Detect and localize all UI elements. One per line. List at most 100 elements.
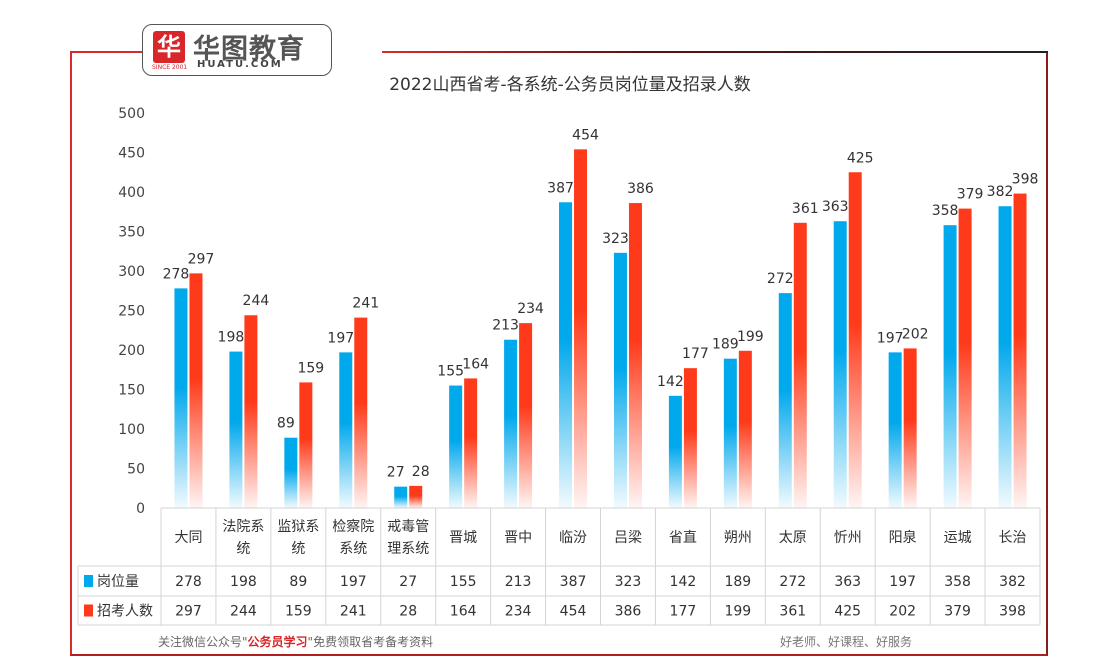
legend-label-0: 岗位量 <box>97 574 139 590</box>
table-value: 164 <box>450 604 477 620</box>
bar-applicants <box>189 273 203 508</box>
x-category-label: 检察院系统 <box>332 518 374 557</box>
bar-positions <box>668 395 682 508</box>
data-label: 386 <box>627 181 654 197</box>
table-value: 363 <box>834 574 861 590</box>
data-label: 164 <box>462 356 489 372</box>
table-value: 241 <box>340 604 367 620</box>
x-category-label: 长治 <box>999 530 1027 546</box>
data-label: 142 <box>657 374 684 390</box>
data-label: 382 <box>987 184 1014 200</box>
bar-applicants <box>519 323 533 508</box>
y-tick-label: 200 <box>118 343 145 359</box>
y-tick-label: 400 <box>118 185 145 201</box>
data-label: 241 <box>352 296 379 312</box>
bar-applicants <box>409 485 423 508</box>
table-value: 278 <box>175 574 202 590</box>
bar-applicants <box>574 149 588 508</box>
data-label: 89 <box>277 416 295 432</box>
x-category-label: 运城 <box>944 530 972 546</box>
table-value: 361 <box>779 604 806 620</box>
x-category-label: 晋城 <box>449 530 477 546</box>
table-value: 27 <box>399 574 417 590</box>
bar-applicants <box>354 317 368 508</box>
data-label: 27 <box>387 465 405 481</box>
legend-swatch-1 <box>84 604 93 617</box>
data-label: 197 <box>877 330 904 346</box>
logo-since: SINCE 2001 <box>152 64 188 71</box>
bar-positions <box>613 252 627 508</box>
y-tick-label: 450 <box>118 146 145 162</box>
x-category-label: 临汾 <box>559 530 587 546</box>
x-category-label: 戒毒管理系统 <box>387 519 429 557</box>
footer-promo-suffix: "免费领取省考备考资料 <box>307 635 434 649</box>
table-value: 297 <box>175 604 202 620</box>
data-label: 189 <box>712 337 739 353</box>
data-label: 28 <box>412 464 430 480</box>
y-tick-label: 300 <box>118 264 145 280</box>
table-value: 198 <box>230 574 257 590</box>
table-value: 323 <box>615 574 642 590</box>
data-label: 177 <box>682 346 709 362</box>
x-category-label: 大同 <box>174 530 202 546</box>
table-value: 379 <box>944 604 971 620</box>
data-label: 398 <box>1012 172 1039 188</box>
bar-applicants <box>464 378 478 508</box>
y-tick-label: 100 <box>118 422 145 438</box>
footer-promo-account: 公务员学习 <box>247 635 308 649</box>
bar-positions <box>833 221 847 509</box>
bar-positions <box>504 339 518 508</box>
bar-positions <box>723 358 737 508</box>
bar-applicants <box>958 208 972 508</box>
table-value: 159 <box>285 604 312 620</box>
y-tick-label: 50 <box>127 462 145 478</box>
table-value: 197 <box>340 574 367 590</box>
x-category-label: 阳泉 <box>889 529 917 546</box>
data-label: 387 <box>547 180 574 196</box>
table-value: 199 <box>724 604 751 620</box>
x-category-label: 忻州 <box>834 530 862 546</box>
bar-applicants <box>299 382 313 508</box>
chart-frame <box>70 52 1048 656</box>
table-value: 398 <box>999 604 1026 620</box>
table-value: 387 <box>560 574 587 590</box>
table-value: 234 <box>505 604 532 620</box>
bar-positions <box>449 385 463 508</box>
data-label: 198 <box>218 330 245 346</box>
table-value: 177 <box>670 604 697 620</box>
bar-applicants <box>738 350 752 508</box>
bar-applicants <box>903 348 917 508</box>
bar-positions <box>888 352 902 508</box>
data-label: 379 <box>957 187 984 203</box>
table-value: 155 <box>450 574 477 590</box>
bar-positions <box>778 293 792 508</box>
table-value: 197 <box>889 574 916 590</box>
bar-applicants <box>683 368 697 508</box>
bar-positions <box>174 288 188 508</box>
bar-applicants <box>628 203 642 508</box>
y-tick-label: 250 <box>118 304 145 320</box>
data-label: 358 <box>932 203 959 219</box>
bar-positions <box>943 225 957 508</box>
x-category-label: 朔州 <box>724 530 752 546</box>
data-label: 297 <box>188 251 215 267</box>
x-category-label: 监狱系统 <box>277 519 319 557</box>
footer-promo-prefix: 关注微信公众号" <box>158 635 248 649</box>
y-tick-label: 350 <box>118 225 145 241</box>
y-tick-label: 500 <box>118 106 145 122</box>
bar-positions <box>394 486 408 508</box>
bar-positions <box>998 206 1012 508</box>
x-category-label: 晋中 <box>504 530 532 546</box>
frame-top-line-right <box>382 51 1048 53</box>
x-category-label: 太原 <box>779 530 807 546</box>
legend-swatch-0 <box>84 575 93 587</box>
data-label: 213 <box>492 318 519 334</box>
bar-applicants <box>848 172 862 508</box>
table-value: 189 <box>724 574 751 590</box>
logo-url: HUATU.COM <box>197 59 283 70</box>
chart-title: 2022山西省考-各系统-公务员岗位量及招录人数 <box>389 75 751 95</box>
table-value: 213 <box>505 574 532 590</box>
x-category-label: 省直 <box>669 529 697 546</box>
bar-positions <box>339 352 353 508</box>
